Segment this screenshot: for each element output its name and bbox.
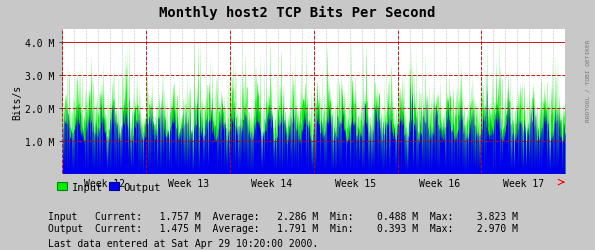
Text: RRDTOOL / TOBI OETIKER: RRDTOOL / TOBI OETIKER (585, 39, 590, 121)
Text: Last data entered at Sat Apr 29 10:20:00 2000.: Last data entered at Sat Apr 29 10:20:00… (48, 238, 318, 248)
Y-axis label: Bits/s: Bits/s (12, 84, 23, 120)
Text: Input   Current:   1.757 M  Average:   2.286 M  Min:    0.488 M  Max:    3.823 M: Input Current: 1.757 M Average: 2.286 M … (48, 211, 518, 221)
Legend: Input, Output: Input, Output (53, 178, 165, 196)
Text: Output  Current:   1.475 M  Average:   1.791 M  Min:    0.393 M  Max:    2.970 M: Output Current: 1.475 M Average: 1.791 M… (48, 223, 518, 233)
Text: Monthly host2 TCP Bits Per Second: Monthly host2 TCP Bits Per Second (159, 6, 436, 20)
